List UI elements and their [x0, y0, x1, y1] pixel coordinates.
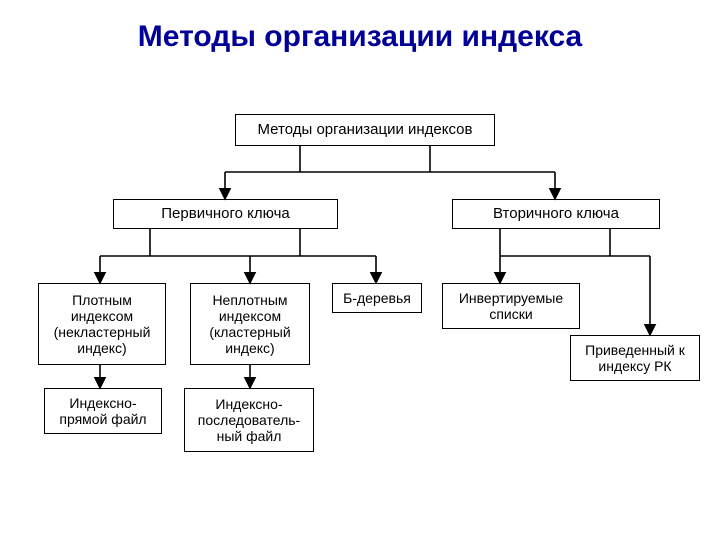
node-secondary: Вторичного ключа: [452, 199, 660, 229]
node-root-label: Методы организации индексов: [258, 121, 473, 138]
node-primary-label: Первичного ключа: [161, 205, 289, 222]
node-idxdirect: Индексно-прямой файл: [44, 388, 162, 434]
node-idxdirect-label: Индексно-прямой файл: [47, 395, 159, 427]
page-title: Методы организации индекса: [70, 20, 650, 60]
node-primary: Первичного ключа: [113, 199, 338, 229]
node-reduced-label: Приведенный к индексу РК: [573, 342, 697, 374]
node-idxseq: Индексно-последователь-ный файл: [184, 388, 314, 452]
node-sparse: Неплотным индексом (кластерный индекс): [190, 283, 310, 365]
node-dense: Плотным индексом (некластерный индекс): [38, 283, 166, 365]
node-sparse-label: Неплотным индексом (кластерный индекс): [193, 292, 307, 356]
node-btree: Б-деревья: [332, 283, 422, 313]
node-btree-label: Б-деревья: [343, 290, 411, 306]
node-invlist: Инвертируемые списки: [442, 283, 580, 329]
node-dense-label: Плотным индексом (некластерный индекс): [41, 292, 163, 356]
node-idxseq-label: Индексно-последователь-ный файл: [187, 396, 311, 444]
node-secondary-label: Вторичного ключа: [493, 205, 619, 222]
node-root: Методы организации индексов: [235, 114, 495, 146]
node-reduced: Приведенный к индексу РК: [570, 335, 700, 381]
node-invlist-label: Инвертируемые списки: [445, 290, 577, 322]
connector-layer: [0, 0, 720, 540]
